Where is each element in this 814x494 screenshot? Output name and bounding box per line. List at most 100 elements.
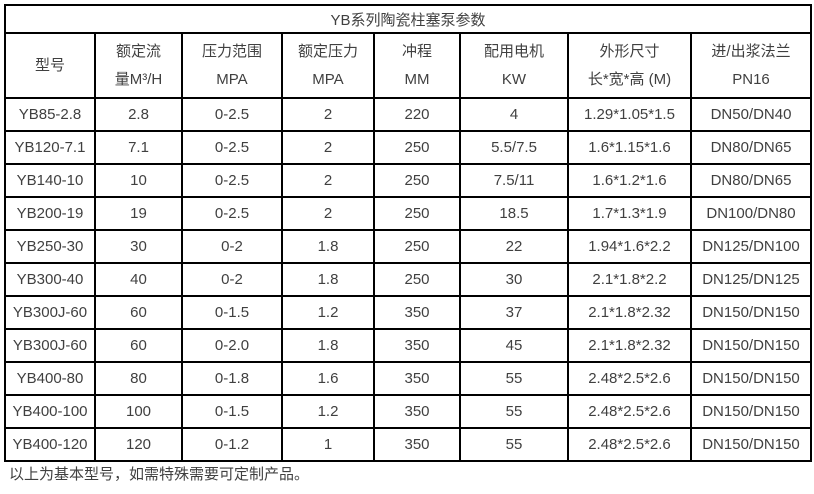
table-cell: 250 [373,262,461,297]
table-cell: 0-2.5 [181,163,283,198]
table-cell: 350 [373,361,461,396]
table-cell: YB400-100 [4,394,96,429]
table-cell: DN50/DN40 [689,97,813,132]
table-cell: DN125/DN125 [689,262,813,297]
table-cell: YB140-10 [4,163,96,198]
table-row: YB250-30 30 0-2 1.8 250 22 1.94*1.6*2.2 DN125/D… [4,229,813,264]
table-cell: DN150/DN150 [689,361,813,396]
table-row: YB300-40 40 0-2 1.8 250 30 2.1*1.8*2.2 DN125/DN… [4,262,813,297]
table-cell: 220 [373,97,461,132]
table-cell: DN100/DN80 [689,196,813,231]
table-cell: 30 [459,262,569,297]
table-cell: 10 [94,163,183,198]
table-cell: 1.6 [281,361,375,396]
table-cell: DN80/DN65 [689,130,813,165]
table-cell: 60 [94,328,183,363]
table-cell: 2.1*1.8*2.32 [567,295,692,330]
table-cell: 1.6*1.2*1.6 [567,163,692,198]
table-cell: 0-1.2 [181,427,283,462]
table-row: YB200-19 19 0-2.5 2 250 18.5 1.7*1.3*1.9 DN100/… [4,196,813,231]
table-cell: 2.48*2.5*2.6 [567,394,692,429]
table-cell: DN80/DN65 [689,163,813,198]
table-cell: 0-1.5 [181,295,283,330]
table-cell: 0-2 [181,262,283,297]
title-row: YB系列陶瓷柱塞泵参数 [3,4,813,34]
table-cell: 60 [94,295,183,330]
table-cell: 0-1.8 [181,361,283,396]
table-cell: YB400-80 [4,361,96,396]
table-cell: 2.48*2.5*2.6 [567,427,692,462]
table-cell: 0-2.5 [181,196,283,231]
table-cell: 55 [459,394,569,429]
table-row: YB400-100 100 0-1.5 1.2 350 55 2.48*2.5*2.6 DN1… [4,394,813,429]
table-cell: 55 [459,361,569,396]
header-cell: 额定流 量M³/H [94,32,183,99]
table-cell: 80 [94,361,183,396]
header-cell: 外形尺寸 长*宽*高 (M) [567,32,692,99]
table-cell: DN125/DN100 [689,229,813,264]
table-cell: YB300J-60 [4,295,96,330]
table-cell: 250 [373,196,461,231]
table-cell: 250 [373,130,461,165]
table-cell: 1.8 [281,229,375,264]
table-cell: YB200-19 [4,196,96,231]
header-row: 型号 额定流 量M³/H 压力范围 MPA 额定压力 MPA 冲程 MM 配用电机 KW 外形尺寸 长*… [4,32,813,99]
table-cell: 1.6*1.15*1.6 [567,130,692,165]
table-cell: YB400-120 [4,427,96,462]
table-cell: 19 [94,196,183,231]
table-cell: DN150/DN150 [689,427,813,462]
table-row: YB140-10 10 0-2.5 2 250 7.5/11 1.6*1.2*1.6 DN80… [4,163,813,198]
header-cell: 额定压力 MPA [281,32,375,99]
table-cell: 1 [281,427,375,462]
table-cell: 2.8 [94,97,183,132]
table-cell: DN150/DN150 [689,295,813,330]
table-cell: 350 [373,295,461,330]
table-cell: DN150/DN150 [689,328,813,363]
table-cell: 350 [373,328,461,363]
table-cell: 350 [373,427,461,462]
table-cell: DN150/DN150 [689,394,813,429]
table-cell: YB250-30 [4,229,96,264]
table-cell: 4 [459,97,569,132]
table-cell: 0-2.0 [181,328,283,363]
table-cell: 0-1.5 [181,394,283,429]
table-cell: 45 [459,328,569,363]
table-cell: 22 [459,229,569,264]
table-title: YB系列陶瓷柱塞泵参数 [3,4,813,34]
table-cell: 2 [281,163,375,198]
table-cell: 0-2.5 [181,97,283,132]
header-cell: 进/出浆法兰 PN16 [689,32,813,99]
header-cell: 冲程 MM [373,32,461,99]
table-cell: 2.1*1.8*2.32 [567,328,692,363]
table-cell: 1.7*1.3*1.9 [567,196,692,231]
table-cell: 1.8 [281,262,375,297]
table-cell: 100 [94,394,183,429]
table-cell: 18.5 [459,196,569,231]
table-cell: 55 [459,427,569,462]
table-cell: 30 [94,229,183,264]
footer-note: 以上为基本型号，如需特殊需要可定制产品。 [9,466,310,483]
table-cell: 0-2 [181,229,283,264]
table-cell: 2.48*2.5*2.6 [567,361,692,396]
table-cell: 1.2 [281,295,375,330]
table-cell: 1.2 [281,394,375,429]
table-row: YB400-80 80 0-1.8 1.6 350 55 2.48*2.5*2.6 DN150… [4,361,813,396]
table-cell: 120 [94,427,183,462]
table-row: YB300J-60 60 0-1.5 1.2 350 37 2.1*1.8*2.32 DN15… [4,295,813,330]
table-cell: 1.8 [281,328,375,363]
header-cell: 压力范围 MPA [181,32,283,99]
table-cell: 350 [373,394,461,429]
table-cell: 250 [373,163,461,198]
table-cell: 37 [459,295,569,330]
table-cell: YB85-2.8 [4,97,96,132]
table-cell: YB300-40 [4,262,96,297]
table-row: YB85-2.8 2.8 0-2.5 2 220 4 1.29*1.05*1.5 DN50/D… [4,97,813,132]
table-cell: YB120-7.1 [4,130,96,165]
table-row: YB120-7.1 7.1 0-2.5 2 250 5.5/7.5 1.6*1.15*1.6… [4,130,813,165]
table-cell: 1.29*1.05*1.5 [567,97,692,132]
table-row: YB400-120 120 0-1.2 1 350 55 2.48*2.5*2.6 DN150… [4,427,813,462]
table-cell: 40 [94,262,183,297]
table-cell: 7.1 [94,130,183,165]
table-cell: 2 [281,130,375,165]
